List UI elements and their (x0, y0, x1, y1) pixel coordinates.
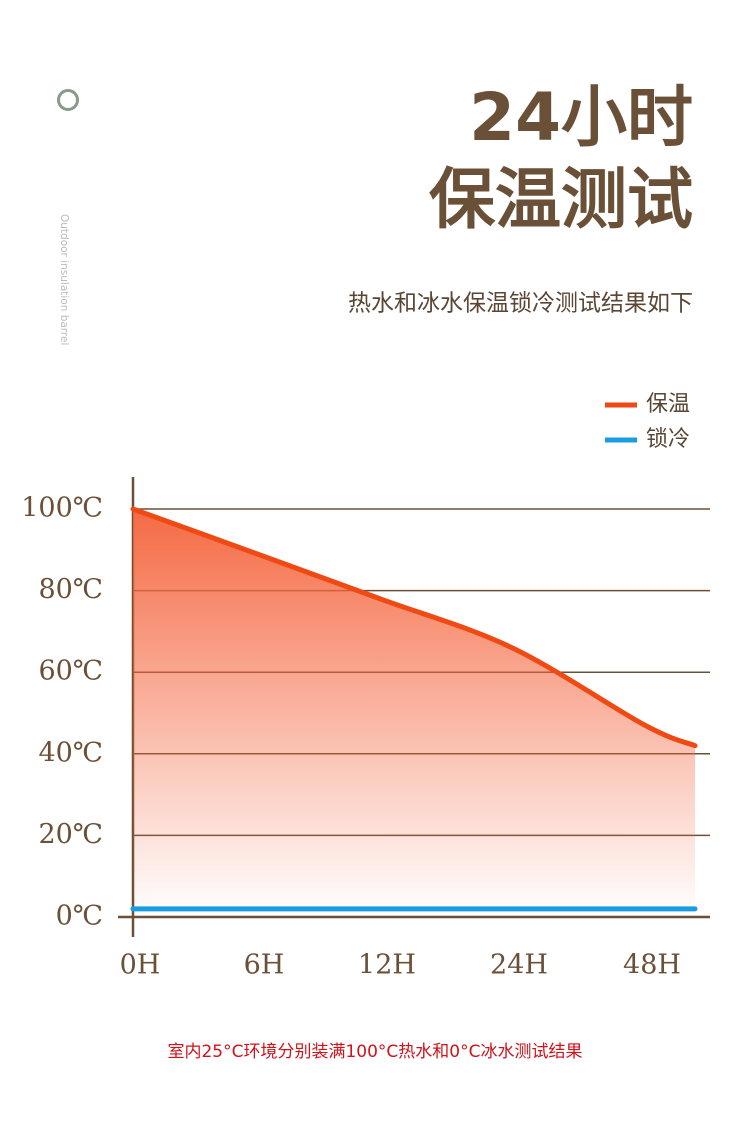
x-tick-label: 6H (244, 950, 285, 981)
chart-subtitle: 热水和冰水保温锁冷测试结果如下 (348, 291, 693, 317)
y-tick-label: 80℃ (38, 574, 103, 605)
y-tick-label: 100℃ (21, 493, 103, 524)
tagline: Outdoor insulation barrel (58, 214, 70, 345)
y-tick-label: 40℃ (38, 737, 103, 768)
legend-label: 锁冷 (646, 427, 690, 452)
series-line (130, 506, 698, 749)
y-tick-label: 60℃ (38, 656, 103, 687)
chart-title: 24小时 (469, 79, 693, 156)
deco-circle (57, 89, 79, 111)
footnote: 室内25°C环境分别装满100°C热水和0°C冰水测试结果 (167, 1042, 582, 1062)
x-tick-label: 12H (358, 950, 416, 981)
legend-label: 保温 (646, 392, 690, 417)
x-tick-label: 24H (490, 950, 548, 981)
area (133, 509, 695, 907)
chart-title: 保温测试 (429, 161, 693, 238)
x-tick-label: 0H (120, 950, 161, 981)
y-tick-label: 20℃ (38, 819, 103, 850)
x-tick-label: 48H (623, 950, 681, 981)
y-tick-label: 0℃ (56, 901, 103, 932)
